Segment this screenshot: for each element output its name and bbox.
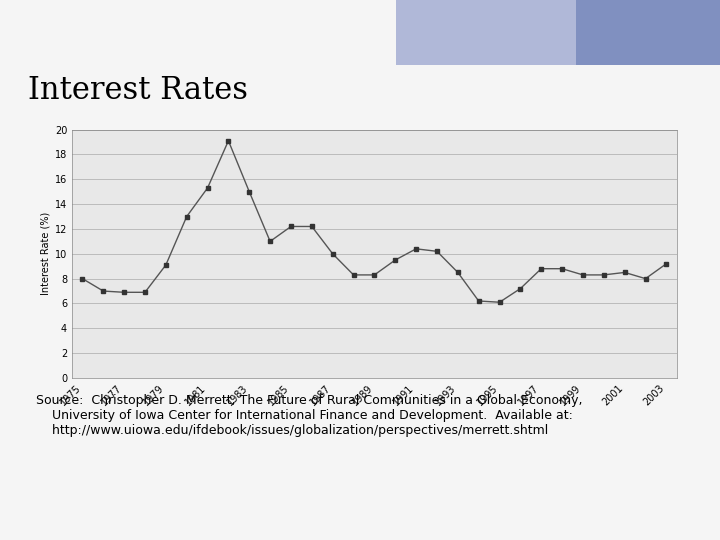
Bar [396, 0, 576, 65]
Bar [0, 0, 396, 65]
Y-axis label: Interest Rate (%): Interest Rate (%) [40, 212, 50, 295]
Text: Interest Rates: Interest Rates [28, 75, 248, 105]
Bar [576, 0, 720, 65]
Text: Source:  Christopher D. Merrett, The Future of Rural Communities in a Global Eco: Source: Christopher D. Merrett, The Futu… [36, 394, 582, 437]
